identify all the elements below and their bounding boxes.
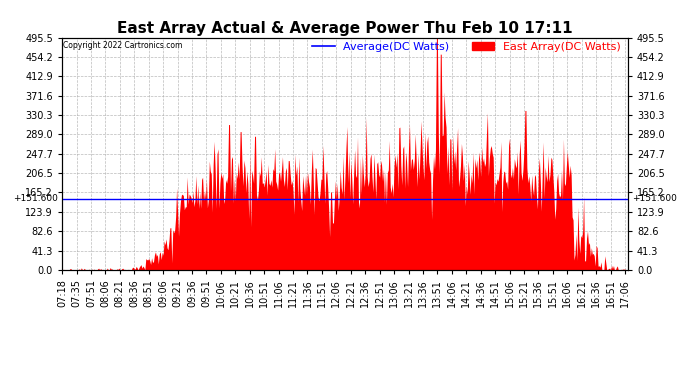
Text: +151.600: +151.600 [13,194,58,203]
Legend: Average(DC Watts), East Array(DC Watts): Average(DC Watts), East Array(DC Watts) [308,38,625,56]
Text: +151.600: +151.600 [632,194,677,203]
Text: Copyright 2022 Cartronics.com: Copyright 2022 Cartronics.com [63,41,183,50]
Title: East Array Actual & Average Power Thu Feb 10 17:11: East Array Actual & Average Power Thu Fe… [117,21,573,36]
